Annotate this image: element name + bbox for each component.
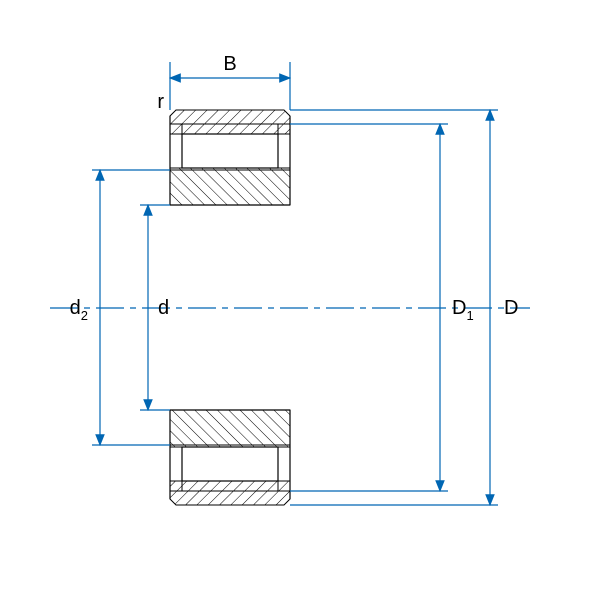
label-D: D: [504, 297, 518, 319]
label-D1: D1: [452, 297, 474, 323]
label-d: d: [158, 297, 169, 319]
bearing-cross-section-diagram: Br D D1 d d2: [0, 0, 600, 600]
inner-ring-top: [170, 168, 290, 205]
inner-ring-bottom: [170, 410, 290, 447]
outer-ring-bottom: [170, 481, 290, 505]
label-B: B: [223, 53, 236, 75]
label-d2: d2: [70, 297, 88, 323]
label-r: r: [157, 91, 164, 113]
outer-ring-top: [170, 110, 290, 134]
